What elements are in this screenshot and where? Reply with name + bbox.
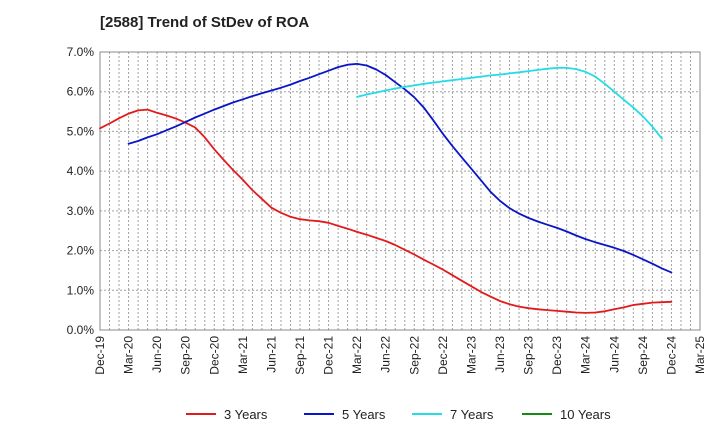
x-tick-label: Mar-22 <box>350 336 364 374</box>
x-tick-label: Mar-21 <box>236 336 250 374</box>
y-tick-label: 3.0% <box>67 204 95 218</box>
y-tick-label: 4.0% <box>67 164 95 178</box>
y-tick-label: 2.0% <box>67 244 95 258</box>
grid <box>100 52 700 330</box>
series-lines <box>99 63 673 314</box>
legend-label: 5 Years <box>342 407 386 422</box>
plot-frame <box>99 51 701 331</box>
series-line-7-years <box>356 67 663 140</box>
x-tick-label: Sep-20 <box>179 336 193 375</box>
x-tick-label: Mar-20 <box>122 336 136 374</box>
x-tick-label: Mar-24 <box>579 336 593 374</box>
x-tick-label: Dec-23 <box>550 336 564 375</box>
series-line-3-years <box>99 108 673 314</box>
y-tick-label: 6.0% <box>67 85 95 99</box>
x-tick-label: Jun-20 <box>150 336 164 373</box>
x-tick-label: Jun-24 <box>607 336 621 373</box>
x-tick-label: Sep-22 <box>407 336 421 375</box>
x-tick-label: Sep-21 <box>293 336 307 375</box>
y-axis-ticks: 0.0% 1.0% 2.0% 3.0% 4.0% 5.0% 6.0% 7.0% <box>67 45 95 337</box>
x-tick-label: Dec-24 <box>664 336 678 375</box>
x-tick-label: Jun-22 <box>379 336 393 373</box>
x-tick-label: Dec-22 <box>436 336 450 375</box>
x-tick-label: Sep-24 <box>636 336 650 375</box>
y-tick-label: 7.0% <box>67 45 95 59</box>
x-tick-label: Mar-23 <box>464 336 478 374</box>
y-tick-label: 1.0% <box>67 283 95 297</box>
x-tick-label: Jun-21 <box>264 336 278 373</box>
x-tick-label: Sep-23 <box>522 336 536 375</box>
series-line-5-years <box>127 63 673 274</box>
y-tick-label: 0.0% <box>67 323 95 337</box>
legend-label: 7 Years <box>450 407 494 422</box>
y-tick-label: 5.0% <box>67 124 95 138</box>
x-tick-label: Dec-20 <box>207 336 221 375</box>
legend-label: 3 Years <box>224 407 268 422</box>
x-tick-label: Dec-21 <box>322 336 336 375</box>
legend-label: 10 Years <box>560 407 611 422</box>
x-tick-label: Mar-25 <box>693 336 707 374</box>
chart-title: [2588] Trend of StDev of ROA <box>100 14 310 31</box>
x-tick-label: Dec-19 <box>93 336 107 375</box>
legend: 3 Years 5 Years 7 Years 10 Years <box>186 407 611 422</box>
x-tick-label: Jun-23 <box>493 336 507 373</box>
x-axis-ticks: Dec-19 Mar-20 Jun-20 Sep-20 Dec-20 Mar-21 Jun-… <box>93 336 707 375</box>
